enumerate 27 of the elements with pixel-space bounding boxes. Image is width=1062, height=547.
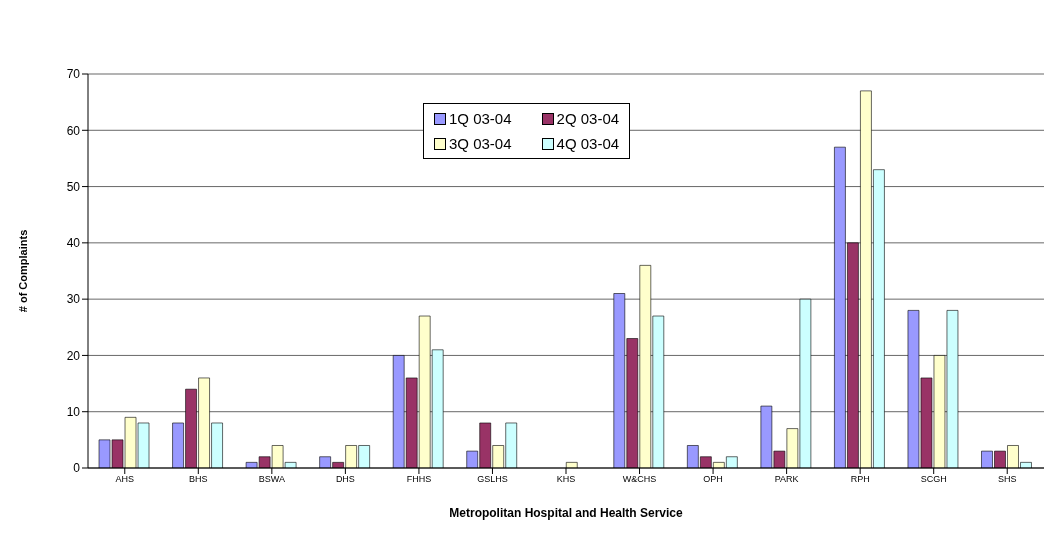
x-tick-label: OPH [703, 474, 723, 485]
x-tick-label: PARK [774, 474, 799, 485]
y-tick-label: 40 [66, 236, 81, 251]
y-tick-label: 30 [66, 292, 81, 307]
legend-label: 4Q 03-04 [556, 135, 620, 152]
x-tick-label: AHS [115, 474, 135, 485]
x-tick-label: FHHS [406, 474, 432, 485]
y-tick-label: 70 [66, 67, 81, 82]
x-tick-label: SCGH [920, 474, 947, 485]
x-tick-label: BSWA [258, 474, 285, 485]
y-tick-label: 50 [66, 179, 81, 194]
legend-label: 2Q 03-04 [556, 110, 620, 127]
x-tick-label: RPH [850, 474, 870, 485]
x-tick-label: SHS [997, 474, 1017, 485]
legend-label: 1Q 03-04 [449, 110, 512, 127]
x-tick-label: KHS [556, 474, 576, 485]
y-tick-label: 20 [66, 348, 81, 363]
y-tick-label: 10 [66, 404, 81, 419]
x-tick-label: DHS [335, 474, 355, 485]
y-tick-label: 60 [66, 123, 81, 138]
x-axis-title: Metropolitan Hospital and Health Service [449, 505, 684, 520]
x-tick-label: GSLHS [477, 474, 508, 485]
y-tick-label: 0 [73, 461, 81, 476]
y-axis-title: # of Complaints [16, 229, 29, 313]
legend-label: 3Q 03-04 [449, 135, 512, 152]
x-tick-label: BHS [189, 474, 208, 485]
x-tick-label: W&CHS [622, 474, 657, 485]
